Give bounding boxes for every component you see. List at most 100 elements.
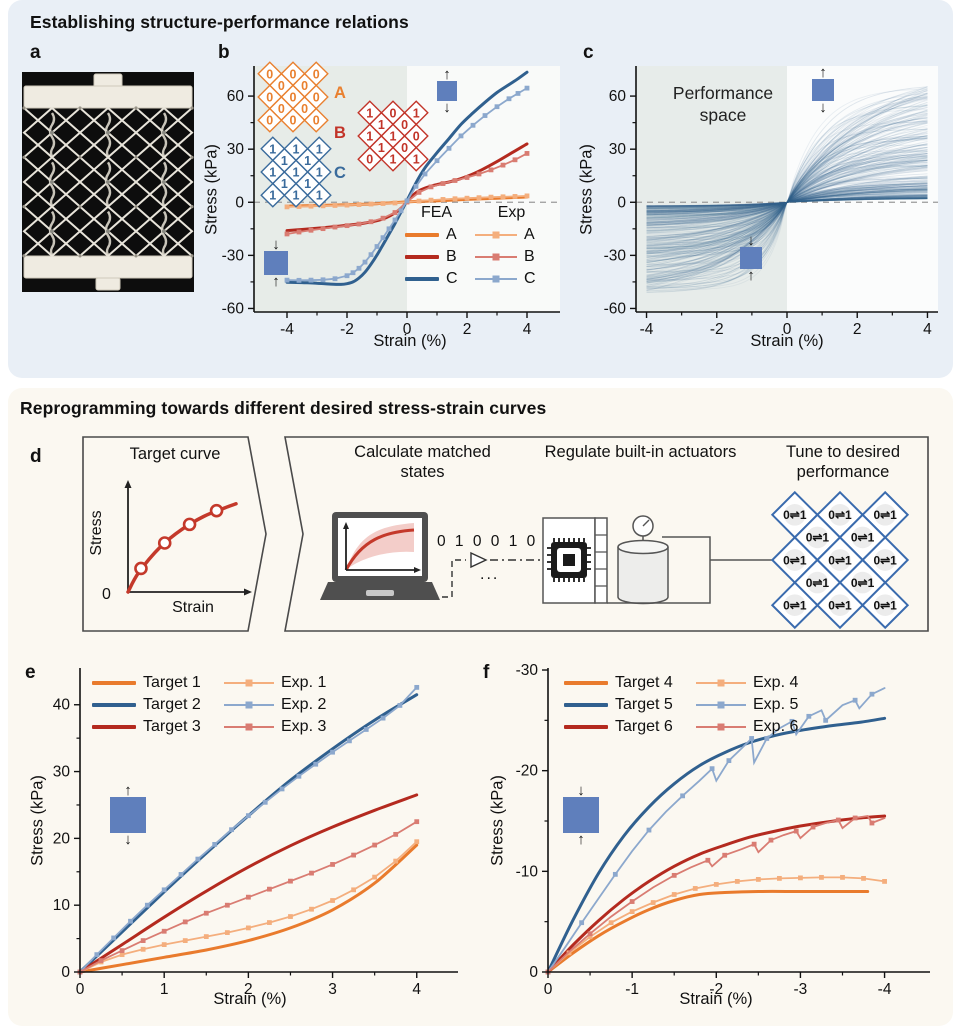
y-tick-label: 30 [609,141,627,158]
legend-label: Target 4 [615,674,673,691]
y-tick-label: 0 [61,964,70,981]
series-target-5 [546,716,887,974]
legend-sample-exp-2 [224,700,274,710]
annotation-line: space [699,105,747,125]
tunable-lattice: 0⇌1 0⇌1 0⇌1 0⇌1 0⇌1 0⇌1 0⇌1 0⇌1 0⇌1 0⇌1 0⇌1 0⇌1 0⇌1 [770,490,910,630]
lattice-cell-state: 0 [290,91,297,105]
match-band [346,523,414,570]
legend-sample-fea-a [405,233,439,237]
lattice-cell-state: 0⇌1 [873,553,897,567]
legend-label: Exp. 3 [281,718,327,735]
legend-sample-exp-4 [696,678,746,688]
legend-sample-target-5 [564,703,608,707]
legend-label: Exp. 1 [281,674,327,691]
x-tick-label: -1 [625,981,639,998]
legend-label: Exp. 2 [281,696,327,713]
specimen-square-icon [110,797,146,833]
specimen-photo [22,72,194,292]
legend-label: C [524,270,536,287]
lattice-cell-state: 0 [401,118,408,132]
x-tick-label: 0 [76,981,85,998]
legend: Target 1 Exp. 1 Target 2 Exp. 2 Target 3… [92,674,341,736]
lattice-cell-state: 0 [301,102,308,116]
tension-icon: ↑ ↓ [437,66,457,115]
lattice-cell [303,107,329,133]
lattice-cell-state: 0 [266,91,273,105]
x-tick-label: -2 [340,321,354,338]
chart-performance-space: -4 -2 0 2 4 -60 -30 0 30 60 Stress (kPa) Strain (… [575,40,961,362]
legend-sample-target-6 [564,725,608,729]
legend-label: Target 1 [143,674,201,691]
laptop-icon [320,512,440,600]
mini-x-label: Strain [172,599,214,616]
workflow-diagram [82,436,929,632]
lattice-cell-state: 0⇌1 [851,531,875,545]
legend-sample-exp-1 [224,678,274,688]
legend-sample-exp-3 [224,722,274,732]
lattice-cell-state: 1 [316,166,323,180]
y-tick-label: -30 [222,247,245,264]
x-tick-label: 4 [923,321,932,338]
lattice-cell [280,107,306,133]
compression-icon: ↓ ↑ [740,232,762,284]
lattice-cell-state: 0⇌1 [783,553,807,567]
down-arrow-icon: ↓ [577,782,585,799]
y-tick-label: 0 [235,194,244,211]
lattice-cell-state: 0⇌1 [873,598,897,612]
x-tick-label: 3 [328,981,337,998]
lattice-cell-state: 0 [401,141,408,155]
legend-sample-fea-c [405,277,439,281]
annotation-line: Performance [672,83,774,103]
up-arrow-icon: ↑ [124,782,132,799]
lattice-cell-state: 1 [378,118,385,132]
lattice-cell-state: 1 [413,153,420,167]
legend-label: A [524,226,535,243]
y-tick-label: 0 [617,194,626,211]
panel-label-b: b [218,42,230,63]
specimen-square-icon [812,79,834,101]
legend-col-title-exp: Exp [497,204,526,221]
down-arrow-icon: ↓ [747,232,755,249]
specimen-square-icon [740,247,762,269]
lattice-label-c: C [334,164,346,182]
x-tick-label: -3 [794,981,808,998]
x-tick-label: -2 [710,321,724,338]
lattice-cell [306,182,332,208]
lattice-cell-state: 0⇌1 [851,576,875,590]
y-axis-title: Stress (kPa) [28,775,47,866]
match-curve [344,528,415,571]
lattice-cell-state: 1 [281,154,288,168]
lattice-cell [357,146,383,172]
lattice-cell-state: 0 [290,67,297,81]
up-arrow-icon: ↑ [747,267,755,284]
down-arrow-icon: ↓ [124,831,132,848]
lattice-cell-state: 1 [269,142,276,156]
lattice-cell [283,182,309,208]
x-tick-label: 2 [244,981,253,998]
lattice-cell-state: 0⇌1 [783,598,807,612]
x-tick-label: 0 [544,981,553,998]
panel-label-a: a [30,42,41,63]
process-box [284,436,929,632]
legend-label: Target 6 [615,718,673,735]
section-title-1: Establishing structure-performance relat… [30,12,409,32]
compression-icon: ↓ ↑ [563,782,599,847]
x-tick-label: 1 [160,981,169,998]
x-axis-title: Strain (%) [750,332,824,350]
x-axis-title: Strain (%) [679,990,753,1008]
step-title-target-curve: Target curve [129,445,221,463]
lattice-cell [260,182,286,208]
legend-label: Target 2 [143,696,201,713]
lattice-cell-state: 0 [266,114,273,128]
up-arrow-icon: ↑ [443,66,451,83]
y-tick-label: -30 [604,247,627,264]
lattice-cell-state: 1 [366,130,373,144]
enclosure-wire [607,536,711,604]
x-tick-label: 0 [783,321,792,338]
lattice-cell-state: 1 [293,166,300,180]
legend-label: C [446,270,458,287]
metamaterial-lattice-photo [22,72,194,292]
specimen-square-icon [563,797,599,833]
lattice-cell [861,581,910,630]
signal-wire [432,559,466,598]
